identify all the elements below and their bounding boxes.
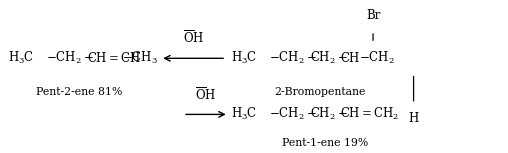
Text: $\mathregular{H_3C}$: $\mathregular{H_3C}$ [231,50,258,66]
Text: $\mathregular{CH_2-}$: $\mathregular{CH_2-}$ [310,50,347,66]
Text: $\mathregular{CH_2-}$: $\mathregular{CH_2-}$ [310,106,347,122]
Text: Pent-2-ene 81%: Pent-2-ene 81% [36,87,122,97]
Text: $\mathregular{CH{=}CH}$: $\mathregular{CH{=}CH}$ [87,51,141,65]
Text: 2-Bromopentane: 2-Bromopentane [274,87,366,97]
Text: $\mathregular{H_3C}$: $\mathregular{H_3C}$ [231,106,258,122]
Text: $\mathregular{H_3C}$: $\mathregular{H_3C}$ [8,50,35,66]
Text: $\overline{\mathregular{O}}$H: $\overline{\mathregular{O}}$H [195,86,216,103]
Text: $\mathregular{-CH_2-}$: $\mathregular{-CH_2-}$ [46,50,94,66]
Text: Pent-1-ene 19%: Pent-1-ene 19% [282,138,368,148]
Text: $\mathregular{CH}$: $\mathregular{CH}$ [340,51,361,65]
Text: $\mathregular{-CH_2}$: $\mathregular{-CH_2}$ [359,50,395,66]
Text: $\overline{\mathregular{O}}$H: $\overline{\mathregular{O}}$H [182,29,204,46]
Text: H: H [408,112,419,125]
Text: $\mathregular{-CH_2-}$: $\mathregular{-CH_2-}$ [269,50,317,66]
Text: $\mathregular{-CH_3}$: $\mathregular{-CH_3}$ [122,50,158,66]
Text: $\mathregular{CH{=}CH_2}$: $\mathregular{CH{=}CH_2}$ [340,106,399,122]
Text: Br: Br [366,9,380,22]
Text: $\mathregular{-CH_2-}$: $\mathregular{-CH_2-}$ [269,106,317,122]
